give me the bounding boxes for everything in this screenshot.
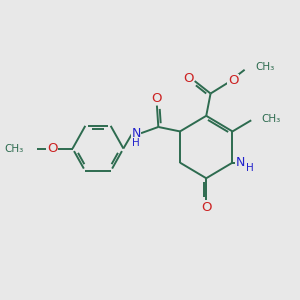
Text: O: O bbox=[47, 142, 58, 155]
Text: H: H bbox=[132, 138, 140, 148]
Text: N: N bbox=[236, 156, 245, 169]
Text: O: O bbox=[151, 92, 162, 105]
Text: H: H bbox=[246, 163, 254, 173]
Text: N: N bbox=[131, 127, 141, 140]
Text: O: O bbox=[183, 73, 194, 85]
Text: CH₃: CH₃ bbox=[256, 62, 275, 72]
Text: CH₃: CH₃ bbox=[261, 114, 280, 124]
Text: O: O bbox=[201, 201, 211, 214]
Text: CH₃: CH₃ bbox=[4, 143, 23, 154]
Text: O: O bbox=[228, 74, 238, 87]
